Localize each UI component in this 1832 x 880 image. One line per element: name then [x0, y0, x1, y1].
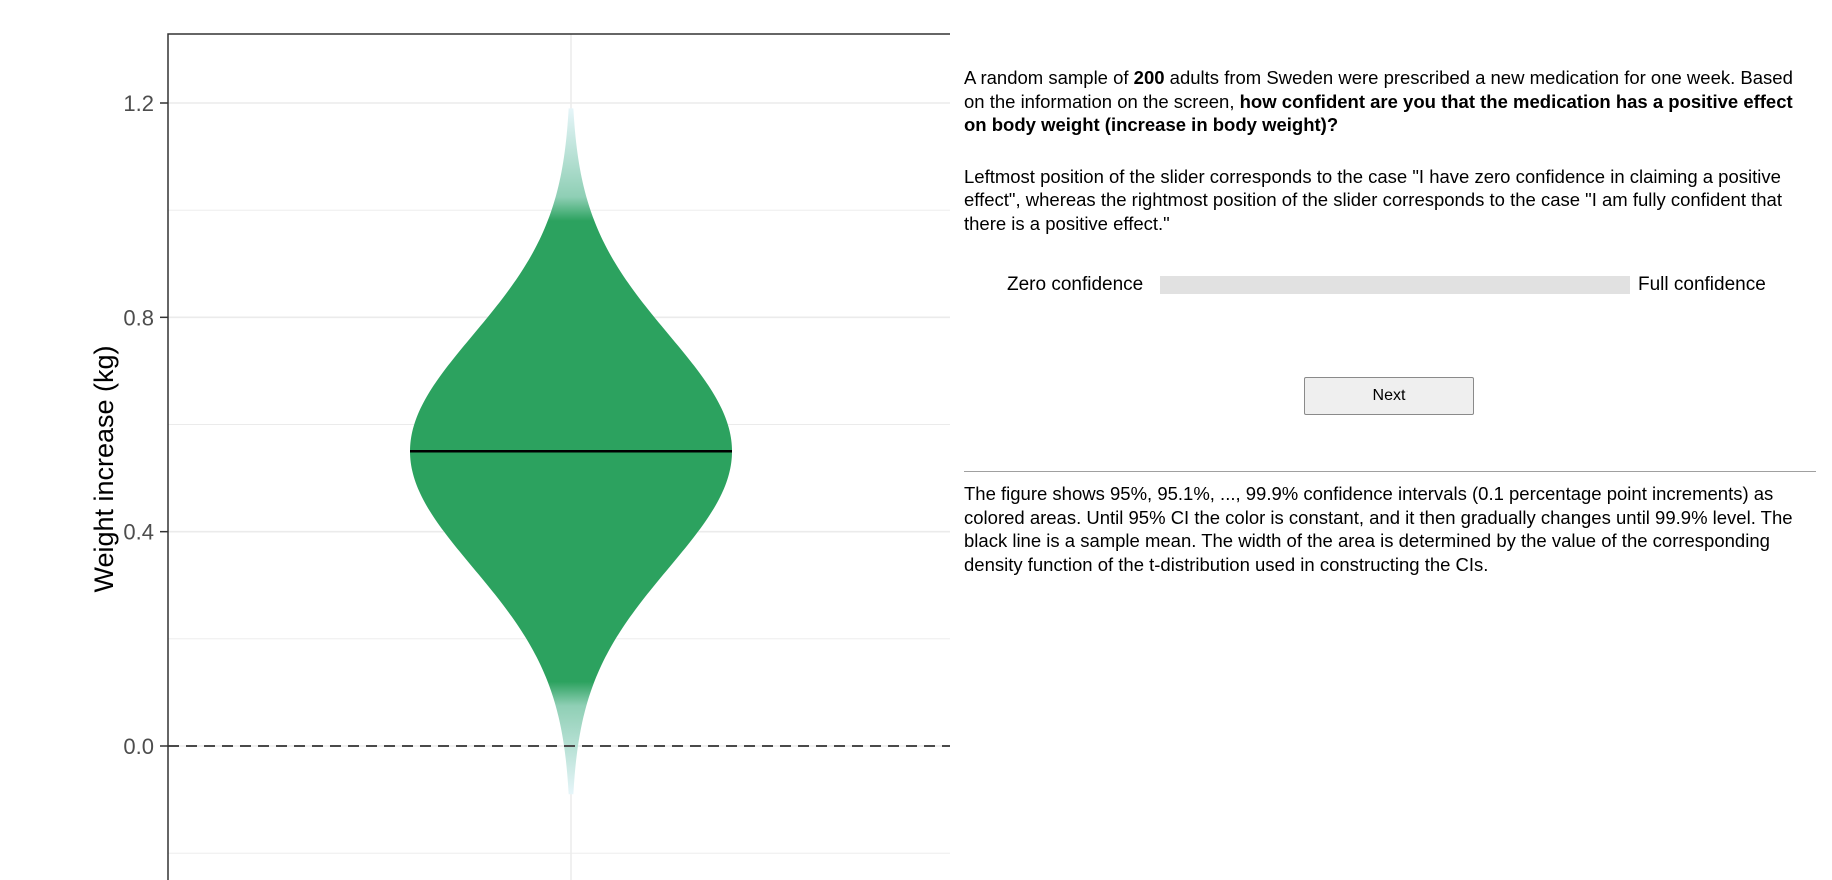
- y-tick-label: 0.8: [123, 305, 154, 330]
- next-button[interactable]: Next: [1304, 377, 1474, 415]
- plot-svg: 0.0 0.4 0.8 1.2 Weight increase (kg): [89, 33, 950, 880]
- confidence-slider[interactable]: [1160, 276, 1630, 294]
- next-row: Next: [964, 377, 1814, 415]
- y-tick-label: 0.0: [123, 734, 154, 759]
- question-bold: how confident are you that the medicatio…: [964, 90, 1793, 136]
- confidence-slider-row: Zero confidence Full confidence: [964, 273, 1814, 297]
- figure-explanation: The figure shows 95%, 95.1%, ..., 99.9% …: [964, 483, 1793, 575]
- confidence-violin-plot: 0.0 0.4 0.8 1.2 Weight increase (kg): [89, 33, 950, 880]
- y-tick-label: 0.4: [123, 520, 154, 545]
- plot-border: [167, 33, 950, 880]
- question-part-2: adults from Sweden were prescribed a new…: [964, 67, 1793, 112]
- y-axis-ticks: 0.0 0.4 0.8 1.2: [123, 91, 168, 759]
- slider-instructions: Leftmost position of the slider correspo…: [964, 165, 1782, 234]
- slider-left-label: Zero confidence: [1007, 274, 1144, 295]
- slider-right-label: Full confidence: [1638, 274, 1766, 295]
- question-part-1: A random sample of: [964, 67, 1134, 88]
- divider: [964, 471, 1816, 472]
- sample-size: 200: [1133, 67, 1165, 88]
- question-text: A random sample of 200 adults from Swede…: [964, 66, 1814, 137]
- y-tick-label: 1.2: [123, 91, 154, 116]
- question-panel: A random sample of 200 adults from Swede…: [964, 66, 1816, 576]
- y-axis-title: Weight increase (kg): [89, 345, 119, 592]
